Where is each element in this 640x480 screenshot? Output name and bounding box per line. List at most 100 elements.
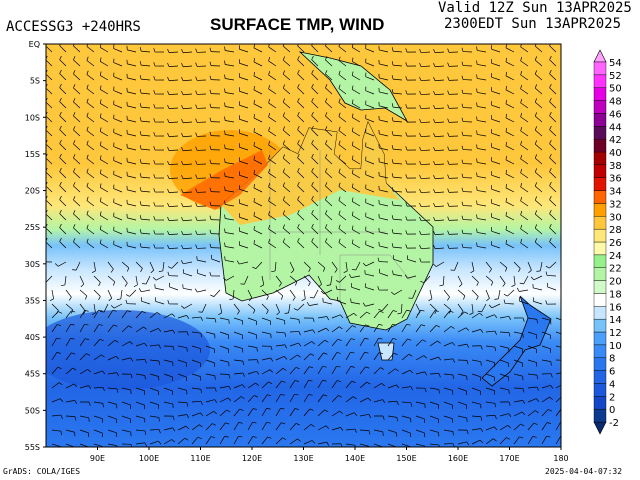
wind-barb	[211, 254, 221, 263]
wind-barb	[378, 241, 389, 249]
wind-barb	[345, 428, 357, 433]
lat-label: 45S	[25, 370, 40, 379]
wind-barb	[338, 210, 347, 221]
wind-barb	[239, 129, 249, 137]
wind-barb	[545, 271, 557, 277]
wind-barb	[419, 104, 431, 110]
wind-barb	[488, 303, 501, 309]
wind-barb	[405, 104, 417, 109]
wind-barb	[268, 196, 277, 207]
wind-barb	[261, 436, 272, 445]
wind-barb	[365, 283, 375, 291]
colorbar-swatch	[593, 396, 607, 410]
lat-label: 35S	[25, 296, 40, 305]
wind-barb	[59, 111, 67, 123]
wind-barb	[419, 48, 431, 54]
wind-barb	[362, 302, 375, 307]
wind-barb	[513, 373, 524, 381]
wind-barb	[391, 243, 403, 249]
wind-barb	[297, 237, 305, 249]
wind-barb	[177, 425, 190, 431]
wind-barb	[513, 399, 526, 404]
cold-region	[46, 310, 210, 390]
wind-barb	[373, 324, 383, 333]
wind-barb	[447, 48, 459, 53]
wind-barb	[415, 429, 425, 437]
wind-barb	[205, 345, 215, 354]
wind-barb	[433, 104, 445, 110]
wind-barb	[46, 44, 53, 53]
wind-barb	[107, 324, 118, 333]
wind-barb	[443, 342, 456, 347]
wind-barb	[549, 69, 557, 81]
wind-barb	[485, 345, 497, 352]
wind-barb	[516, 287, 529, 292]
wind-barb	[167, 48, 179, 53]
wind-barb	[79, 303, 86, 315]
wind-barb	[534, 154, 543, 165]
wind-barb	[297, 97, 305, 109]
wind-barb	[135, 401, 145, 410]
wind-barb	[107, 401, 118, 409]
wind-barb	[73, 238, 81, 249]
wind-barb	[183, 269, 193, 277]
wind-barb	[49, 289, 54, 302]
wind-barb	[433, 230, 445, 236]
wind-barb	[195, 76, 207, 81]
wind-barb	[65, 429, 76, 437]
wind-barb	[338, 112, 347, 123]
wind-barb	[331, 314, 344, 319]
wind-barb	[289, 331, 301, 336]
wind-barb	[499, 359, 509, 368]
lat-label: 40S	[25, 333, 40, 342]
wind-barb	[163, 415, 175, 421]
wind-barb	[303, 424, 315, 431]
wind-barb	[505, 183, 515, 193]
wind-barb	[485, 330, 497, 335]
wind-barb	[181, 118, 193, 124]
wind-barb	[541, 384, 554, 389]
wind-barb	[392, 270, 403, 277]
wind-barb	[154, 284, 165, 291]
wind-barb	[415, 339, 427, 347]
wind-barb	[317, 394, 328, 403]
wind-barb	[219, 373, 231, 379]
wind-barb	[429, 356, 442, 361]
wind-barb	[447, 188, 459, 193]
wind-barb	[311, 167, 319, 179]
wind-barb	[46, 275, 53, 283]
wind-barb	[209, 75, 221, 81]
wind-barb	[415, 415, 425, 423]
wind-barb	[73, 224, 81, 235]
wind-barb	[113, 170, 123, 179]
colorbar-low-arrow	[593, 421, 607, 435]
wind-barb	[317, 425, 330, 431]
colorbar-label: 12	[609, 328, 622, 339]
wind-barb	[513, 423, 525, 431]
colorbar-swatch	[593, 357, 607, 371]
wind-barb	[126, 143, 137, 151]
wind-barb	[233, 331, 243, 340]
wind-barb	[393, 255, 403, 263]
colorbar-label: 30	[609, 212, 622, 223]
wind-barb	[153, 174, 165, 179]
wind-barb	[476, 60, 487, 67]
wind-barb	[167, 299, 179, 305]
wind-barb	[499, 345, 510, 353]
wind-barb	[209, 229, 221, 235]
wind-barb	[306, 301, 319, 306]
wind-barb	[73, 140, 81, 151]
wind-barb	[359, 351, 369, 361]
colorbar-swatch	[593, 177, 607, 191]
wind-barb	[239, 227, 249, 235]
wind-barb	[419, 62, 431, 68]
wind-barb	[268, 224, 277, 235]
wind-barb	[113, 72, 123, 81]
wind-barb	[191, 373, 202, 381]
wind-barb	[461, 47, 473, 53]
wind-barb	[233, 317, 243, 325]
wind-barb	[79, 289, 88, 300]
wind-barb	[513, 359, 523, 368]
wind-barb	[555, 384, 561, 389]
wind-barb	[181, 132, 193, 138]
